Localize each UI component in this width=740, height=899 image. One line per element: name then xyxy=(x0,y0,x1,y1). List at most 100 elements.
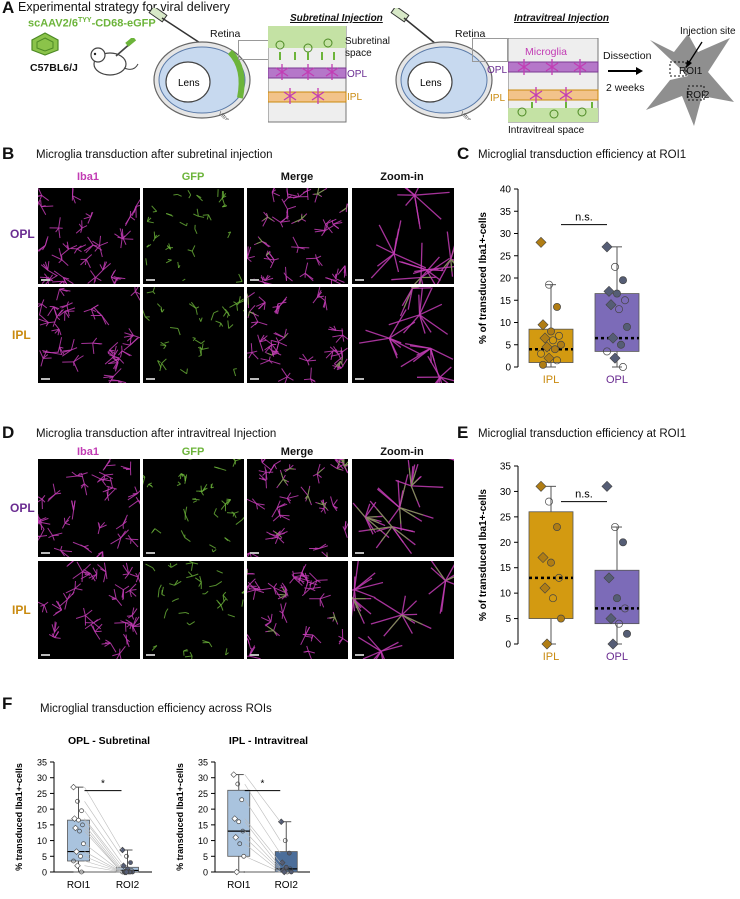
data-point xyxy=(278,859,286,866)
cell-process xyxy=(331,329,337,331)
pair-line xyxy=(84,818,122,866)
cell-process xyxy=(300,635,306,646)
cell-process xyxy=(38,535,41,537)
cell-process xyxy=(261,617,272,623)
cell-process xyxy=(238,300,244,304)
cell-process xyxy=(63,517,66,524)
subretinal-title: Subretinal Injection xyxy=(290,13,383,24)
cell-process xyxy=(251,352,259,360)
cell-process xyxy=(146,243,152,248)
cell-process xyxy=(279,296,288,307)
cell-process xyxy=(334,616,338,623)
cell-process xyxy=(88,573,97,579)
cell-process xyxy=(336,367,342,371)
cell-process xyxy=(135,576,139,583)
cell-process xyxy=(247,296,249,299)
cell-process xyxy=(243,310,244,312)
cell-process xyxy=(391,526,404,543)
y-tick-label: 5 xyxy=(505,340,511,351)
cell-process xyxy=(346,203,348,208)
cell-process xyxy=(331,273,337,280)
cell-process xyxy=(278,337,285,342)
cell-process xyxy=(59,304,67,308)
cell-process xyxy=(184,655,193,658)
cell-process xyxy=(273,630,277,635)
cell-process xyxy=(121,235,126,240)
cell-process xyxy=(128,500,139,508)
retina-zoom-box-1 xyxy=(238,40,270,60)
y-tick-label: 25 xyxy=(500,251,512,262)
data-point xyxy=(241,853,247,859)
cell-process xyxy=(399,507,424,516)
lens-label-2: Lens xyxy=(420,78,442,89)
cell-process xyxy=(445,576,454,582)
panel-a-title: Experimental strategy for viral delivery xyxy=(18,0,230,14)
cell-process xyxy=(272,514,281,522)
cell-process xyxy=(143,476,145,478)
cell-process xyxy=(145,563,154,569)
cell-process xyxy=(216,604,222,609)
cell-process xyxy=(107,351,115,357)
cell-process xyxy=(202,214,209,216)
cell-process xyxy=(220,605,224,611)
cell-process xyxy=(99,245,103,258)
significance-label: n.s. xyxy=(575,489,593,501)
cell-process xyxy=(297,192,300,197)
cell-process xyxy=(227,614,235,618)
data-point xyxy=(119,846,126,854)
dissection-label: Dissection xyxy=(603,50,652,62)
microglia-label: Microglia xyxy=(525,46,568,58)
cell-process xyxy=(185,562,193,565)
cell-process xyxy=(343,465,348,467)
cell-process xyxy=(283,197,289,203)
scale-bar xyxy=(146,378,155,380)
cell-process xyxy=(63,349,72,353)
cell-process xyxy=(294,218,302,223)
cell-process xyxy=(267,582,275,588)
cell-process xyxy=(373,596,403,616)
cell-process xyxy=(247,292,255,298)
cell-process xyxy=(129,590,137,597)
cell-process xyxy=(84,259,87,266)
cell-process xyxy=(208,214,212,221)
cell-process xyxy=(92,625,96,632)
cell-process xyxy=(80,227,83,233)
cell-process xyxy=(263,337,273,345)
cell-process xyxy=(325,218,337,225)
cell-process xyxy=(325,224,333,234)
y-tick-label: 30 xyxy=(37,773,47,783)
cell-process xyxy=(161,362,167,371)
cell-process xyxy=(126,615,133,617)
cell-process xyxy=(373,650,382,659)
cell-process xyxy=(82,563,91,573)
cell-process xyxy=(306,188,308,192)
cell-process xyxy=(247,311,250,317)
cell-process xyxy=(74,587,83,591)
cell-process xyxy=(287,495,299,500)
cell-process xyxy=(279,610,284,614)
b-channel-merge: Merge xyxy=(280,171,314,183)
cell-process xyxy=(113,368,122,377)
cell-process xyxy=(201,492,204,496)
cell-process xyxy=(249,655,261,659)
data-point xyxy=(80,822,85,828)
cell-process xyxy=(387,507,401,524)
cell-process xyxy=(261,462,272,471)
cell-process xyxy=(185,612,190,615)
cell-process xyxy=(414,191,450,196)
cell-process xyxy=(263,257,275,261)
y-tick-label: 20 xyxy=(37,805,47,815)
cell-process xyxy=(324,350,334,353)
cell-process xyxy=(430,347,454,360)
cell-process xyxy=(40,519,43,531)
cell-process xyxy=(319,594,331,600)
cell-process xyxy=(316,579,328,581)
y-tick-label: 5 xyxy=(203,852,208,862)
cell-process xyxy=(439,366,452,378)
cell-process xyxy=(101,478,108,480)
cell-process xyxy=(73,361,79,372)
cell-process xyxy=(81,225,88,229)
cell-process xyxy=(40,604,45,607)
cell-process xyxy=(275,337,280,343)
cell-process xyxy=(247,633,249,636)
